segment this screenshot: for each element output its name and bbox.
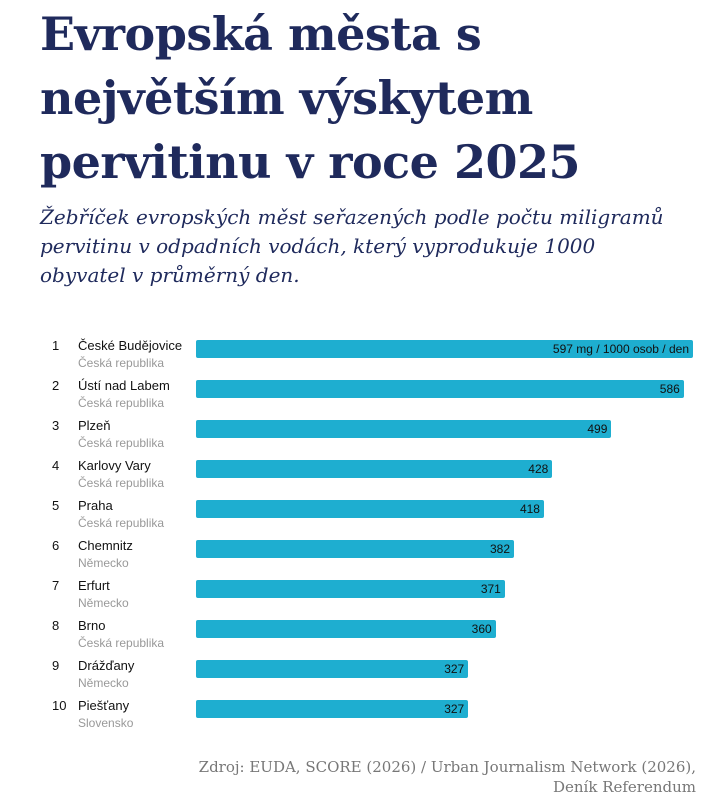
value-label: 327 <box>444 662 465 676</box>
source-line-2: Deník Referendum <box>552 778 696 796</box>
city-label: Karlovy Vary <box>78 458 151 473</box>
rank-label: 5 <box>52 498 60 513</box>
rank-label: 9 <box>52 658 60 673</box>
bar-row: 4 Karlovy Vary Česká republika 428 <box>0 458 720 498</box>
rank-label: 10 <box>52 698 67 713</box>
country-label: Slovensko <box>78 716 134 730</box>
bar: 428 <box>196 460 553 478</box>
city-label: Brno <box>78 618 106 633</box>
value-label: 382 <box>489 542 510 556</box>
country-label: Česká republika <box>78 356 165 370</box>
bar: 586 <box>196 380 684 398</box>
bar-row: 8 Brno Česká republika 360 <box>0 618 720 658</box>
bar-row: 9 Drážďany Německo 327 <box>0 658 720 698</box>
rank-label: 3 <box>52 418 60 433</box>
bar-row: 1 České Budějovice Česká republika 597 mg /… <box>0 338 720 378</box>
country-label: Česká republika <box>78 636 165 650</box>
rank-label: 4 <box>52 458 60 473</box>
rank-label: 7 <box>52 578 60 593</box>
bar: 327 <box>196 660 469 678</box>
value-label: 371 <box>480 582 501 596</box>
chart-title: Evropská města s největším výskytem perv… <box>40 7 580 189</box>
country-label: Česká republika <box>78 436 165 450</box>
value-label: 597 mg / 1000 osob / den <box>552 342 689 356</box>
value-label: 418 <box>519 502 540 516</box>
bar: 499 <box>196 420 612 438</box>
chart-subtitle: Žebříček evropských měst seřazených podl… <box>40 205 664 287</box>
country-label: Německo <box>78 676 129 690</box>
city-label: Erfurt <box>78 578 110 593</box>
city-label: Plzeň <box>78 418 111 433</box>
bar-row: 2 Ústí nad Labem Česká republika 586 <box>0 378 720 418</box>
bar-row: 3 Plzeň Česká republika 499 <box>0 418 720 458</box>
value-label: 586 <box>659 382 680 396</box>
bar: 382 <box>196 540 514 558</box>
city-label: Chemnitz <box>78 538 133 553</box>
source-note: Zdroj: EUDA, SCORE (2026) / Urban Journa… <box>199 757 696 797</box>
bar: 327 <box>196 700 469 718</box>
value-label: 327 <box>444 702 465 716</box>
source-line-1: Zdroj: EUDA, SCORE (2026) / Urban Journa… <box>198 758 696 776</box>
city-label: Piešťany <box>78 698 130 713</box>
country-label: Německo <box>78 596 129 610</box>
country-label: Česká republika <box>78 516 165 530</box>
country-label: Česká republika <box>78 476 165 490</box>
rank-label: 1 <box>52 338 60 353</box>
rank-label: 2 <box>52 378 60 393</box>
city-label: Praha <box>78 498 113 513</box>
value-label: 428 <box>528 462 549 476</box>
bar: 360 <box>196 620 496 638</box>
bar-row: 5 Praha Česká republika 418 <box>0 498 720 538</box>
bar: 418 <box>196 500 544 518</box>
country-label: Česká republika <box>78 396 165 410</box>
value-label: 499 <box>587 422 608 436</box>
value-label: 360 <box>471 622 492 636</box>
city-label: České Budějovice <box>78 338 183 353</box>
bar: 371 <box>196 580 505 598</box>
bar: 597 mg / 1000 osob / den <box>196 340 693 358</box>
bar-row: 6 Chemnitz Německo 382 <box>0 538 720 578</box>
country-label: Německo <box>78 556 129 570</box>
rank-label: 6 <box>52 538 60 553</box>
city-label: Ústí nad Labem <box>78 378 170 393</box>
rank-label: 8 <box>52 618 60 633</box>
bar-row: 7 Erfurt Německo 371 <box>0 578 720 618</box>
bar-row: 10 Piešťany Slovensko 327 <box>0 698 720 738</box>
city-label: Drážďany <box>78 658 135 673</box>
